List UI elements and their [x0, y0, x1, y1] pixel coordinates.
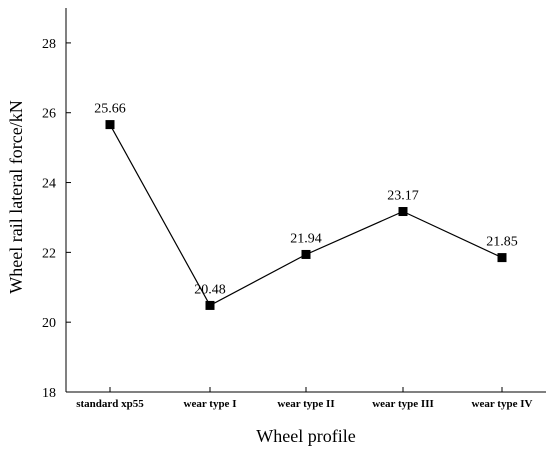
series-line — [109, 124, 503, 307]
data-point-marker — [398, 207, 408, 217]
data-point-marker — [205, 300, 215, 310]
y-axis-ticks: 18 20 22 24 26 28 — [42, 37, 71, 401]
y-tick-label: 28 — [42, 37, 56, 52]
x-tick-label: wear type III — [372, 398, 434, 410]
y-tick-label: 20 — [42, 316, 56, 331]
x-tick-label: wear type IV — [472, 398, 533, 410]
data-label: 21.94 — [290, 231, 322, 246]
x-tick-label: standard xp55 — [76, 398, 144, 410]
data-point-marker — [497, 253, 507, 263]
y-tick-label: 18 — [42, 386, 56, 401]
y-tick-label: 22 — [42, 246, 56, 261]
data-series: 25.66 20.48 21.94 23.17 21.85 — [94, 102, 518, 310]
x-axis-ticks: standard xp55 wear type I wear type II wear… — [76, 387, 533, 410]
x-axis-title: Wheel profile — [256, 426, 355, 446]
data-label: 23.17 — [387, 189, 419, 204]
data-label: 21.85 — [486, 235, 518, 250]
y-axis-title: Wheel rail lateral force/kN — [6, 100, 26, 293]
data-label: 25.66 — [94, 102, 126, 117]
y-tick-label: 24 — [42, 177, 56, 192]
y-tick-label: 26 — [42, 107, 56, 122]
data-point-marker — [301, 249, 311, 259]
data-point-marker — [105, 120, 115, 130]
x-tick-label: wear type I — [184, 398, 237, 410]
x-tick-label: wear type II — [277, 398, 334, 410]
data-label: 20.48 — [194, 282, 226, 297]
